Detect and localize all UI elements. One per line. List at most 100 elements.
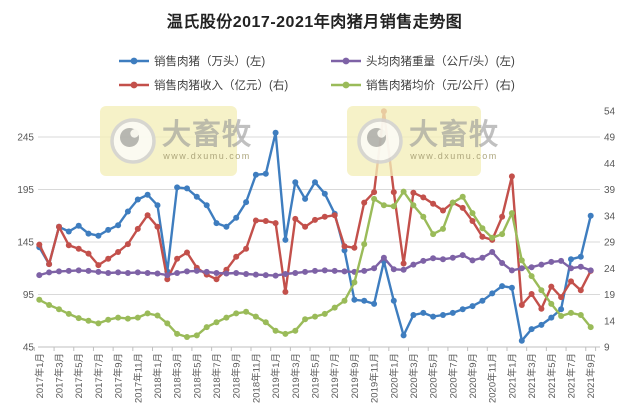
data-point-3 — [105, 316, 112, 323]
data-point-2 — [292, 270, 299, 276]
data-point-1 — [420, 194, 427, 201]
data-point-2 — [56, 268, 62, 275]
data-point-0 — [233, 214, 240, 221]
data-point-2 — [528, 264, 535, 271]
data-point-2 — [469, 257, 476, 264]
data-point-3 — [115, 314, 122, 321]
x-axis-label: 2019年7月 — [329, 353, 341, 398]
x-axis-label: 2018年1月 — [152, 353, 164, 398]
data-point-1 — [95, 262, 102, 269]
data-point-0 — [154, 202, 161, 209]
data-point-1 — [243, 245, 250, 252]
data-point-3 — [518, 257, 525, 264]
y-axis-label-left: 95 — [23, 290, 35, 301]
data-point-2 — [223, 270, 230, 277]
data-point-3 — [243, 308, 250, 315]
data-point-0 — [262, 170, 269, 177]
data-point-0 — [292, 179, 299, 186]
x-axis-label: 2019年9月 — [349, 353, 361, 398]
x-axis-label: 2020年1月 — [388, 353, 400, 398]
data-point-3 — [577, 312, 584, 318]
data-point-2 — [164, 272, 171, 279]
y-axis-label-right: 19 — [604, 290, 616, 301]
x-axis-label: 2020年11月 — [487, 353, 499, 403]
data-point-3 — [292, 327, 299, 334]
data-point-1 — [36, 241, 43, 248]
data-point-1 — [292, 215, 299, 222]
data-point-3 — [282, 330, 289, 337]
data-point-3 — [587, 324, 594, 331]
watermark-right: 大畜牧 www.dxumu.com — [347, 106, 498, 176]
y-axis-label-right: 34 — [604, 211, 616, 222]
data-point-2 — [371, 265, 378, 272]
y-axis-label-right: 39 — [604, 185, 616, 196]
x-axis-label: 2021年3月 — [526, 353, 538, 398]
data-point-0 — [587, 212, 594, 219]
data-point-3 — [134, 314, 141, 321]
watermark-brand: 大畜牧 — [409, 119, 500, 151]
data-point-0 — [548, 314, 555, 321]
data-point-1 — [282, 288, 289, 295]
data-point-2 — [105, 270, 112, 276]
data-point-2 — [115, 269, 122, 276]
data-point-3 — [479, 225, 486, 232]
data-point-3 — [164, 320, 171, 327]
data-point-2 — [85, 267, 92, 274]
data-point-2 — [262, 272, 269, 279]
data-point-2 — [410, 261, 417, 268]
x-axis-label: 2021年1月 — [506, 353, 518, 398]
data-point-3 — [558, 313, 565, 319]
x-axis-label: 2019年3月 — [290, 353, 302, 398]
data-point-2 — [548, 258, 555, 265]
data-point-0 — [203, 202, 210, 209]
data-point-0 — [213, 220, 220, 227]
data-point-3 — [361, 241, 368, 248]
legend-line-marker-icon — [119, 81, 149, 89]
data-point-1 — [85, 250, 92, 257]
data-point-2 — [568, 265, 574, 272]
data-point-1 — [499, 213, 506, 220]
data-point-0 — [400, 332, 407, 339]
data-point-0 — [321, 190, 328, 197]
data-point-3 — [174, 330, 181, 337]
x-axis-label: 2020年9月 — [467, 353, 479, 398]
data-point-1 — [528, 291, 535, 297]
data-point-3 — [420, 213, 427, 220]
chart-title: 温氏股份2017-2021年肉猪月销售走势图 — [166, 14, 463, 31]
data-point-0 — [430, 313, 437, 320]
legend-line-marker-icon — [331, 57, 361, 65]
data-point-1 — [410, 189, 417, 196]
y-axis-label-right: 29 — [604, 238, 616, 249]
data-point-1 — [302, 223, 309, 230]
data-point-0 — [361, 297, 368, 304]
data-point-3 — [262, 319, 269, 326]
data-point-3 — [124, 315, 131, 322]
data-point-3 — [203, 324, 210, 331]
data-point-1 — [262, 218, 269, 224]
data-point-1 — [400, 260, 407, 267]
y-axis-label-right: 49 — [604, 133, 616, 144]
data-point-2 — [321, 267, 328, 274]
data-point-2 — [508, 267, 515, 274]
data-point-3 — [380, 202, 387, 209]
data-point-0 — [272, 129, 279, 136]
x-axis-label: 2018年11月 — [250, 353, 262, 403]
watermark-text: 大畜牧 www.dxumu.com — [409, 121, 499, 161]
data-point-3 — [56, 306, 62, 313]
data-point-2 — [489, 249, 496, 255]
data-point-0 — [499, 283, 506, 290]
data-point-0 — [489, 290, 496, 297]
data-point-0 — [282, 236, 289, 243]
legend-item-sales-volume: 销售肉猪（万头）(左) — [118, 52, 265, 70]
data-point-3 — [371, 195, 378, 202]
data-point-2 — [193, 267, 200, 274]
data-point-3 — [154, 312, 161, 319]
legend-item-sales-revenue: 销售肉猪收入（亿元）(右) — [118, 76, 288, 94]
legend-item-avg-weight: 头均肉猪重量（公斤/头）(左) — [330, 52, 515, 70]
data-point-3 — [184, 334, 190, 340]
x-axis-label: 2017年7月 — [93, 353, 105, 398]
x-axis-label: 2021年5月 — [546, 353, 558, 398]
watermark-logo-icon — [110, 118, 156, 164]
data-point-1 — [115, 249, 122, 255]
data-point-3 — [351, 279, 358, 286]
